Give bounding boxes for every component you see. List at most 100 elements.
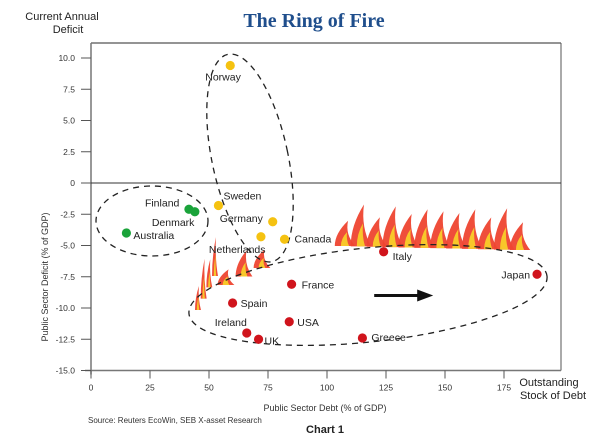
- axes: 10.0 7.5 5.0 2.5 0 -2.5 -5.0 -7.5 -10.0 -12.5 -15.…: [56, 42, 562, 393]
- y-tick-label: -2.5: [60, 209, 75, 219]
- flame-core: [340, 232, 350, 246]
- flame-core: [213, 254, 217, 276]
- flame: [430, 211, 451, 249]
- point-germany: [268, 217, 278, 227]
- point-label-uk: UK: [265, 335, 280, 347]
- x-corner-label-line2: Stock of Debt: [520, 390, 586, 402]
- flame-core: [202, 276, 205, 299]
- flame-core: [196, 296, 200, 310]
- flame: [217, 269, 235, 285]
- flame: [350, 204, 372, 247]
- point-japan: [532, 269, 542, 279]
- point-label-netherlands: Netherlands: [209, 244, 266, 256]
- y-tick-label: 7.5: [63, 84, 75, 94]
- y-tick-label: 10.0: [58, 53, 75, 63]
- point-uk: [253, 334, 264, 344]
- point-label-greece: Greece: [371, 332, 406, 344]
- y-tick-label: -5.0: [60, 241, 75, 251]
- y-corner-label-line1: Current Annual: [25, 11, 98, 23]
- flame: [195, 286, 201, 310]
- point-label-france: France: [302, 279, 335, 291]
- point-label-germany: Germany: [220, 213, 264, 225]
- arrow-head: [417, 289, 434, 302]
- x-tick-label: 25: [145, 383, 155, 393]
- x-axis-label: Public Sector Debt (% of GDP): [263, 403, 386, 413]
- y-tick-label: 0: [70, 178, 75, 188]
- y-tick-label: -7.5: [60, 272, 75, 282]
- point-norway: [225, 60, 235, 71]
- point-label-usa: USA: [297, 317, 319, 329]
- x-corner-label-line1: Outstanding: [519, 377, 578, 389]
- flame: [382, 206, 403, 248]
- flame: [212, 237, 218, 276]
- flame: [414, 209, 435, 248]
- flame-core: [258, 257, 266, 268]
- flame: [253, 249, 271, 268]
- flame: [477, 217, 499, 250]
- flame-core: [515, 234, 525, 250]
- flame-core: [452, 228, 461, 249]
- y-tick-label: -15.0: [56, 366, 76, 376]
- point-sweden: [213, 200, 224, 211]
- x-tick-label: 0: [89, 383, 94, 393]
- flame: [366, 217, 388, 247]
- flame: [398, 213, 419, 248]
- flame-core: [388, 224, 397, 248]
- y-tick-label: 5.0: [63, 116, 75, 126]
- point-label-japan: Japan: [501, 269, 530, 281]
- point-label-canada: Canada: [295, 233, 332, 245]
- chart-title: The Ring of Fire: [243, 10, 384, 32]
- x-tick-label: 150: [438, 383, 452, 393]
- point-label-ireland: Ireland: [215, 317, 247, 329]
- x-tick-label: 75: [263, 383, 273, 393]
- flame: [206, 259, 213, 288]
- point-australia: [121, 228, 131, 238]
- point-denmark: [190, 207, 200, 217]
- point-label-sweden: Sweden: [223, 191, 261, 203]
- x-tick-label: 175: [497, 383, 511, 393]
- flame-core: [420, 226, 429, 248]
- flame-core: [372, 230, 381, 247]
- x-tick-label: 100: [320, 383, 334, 393]
- flame: [446, 212, 467, 249]
- y-tick-label: -10.0: [56, 303, 76, 313]
- chart-caption: Chart 1: [306, 424, 344, 436]
- flame: [200, 258, 207, 299]
- source-note: Source: Reuters EcoWin, SEB X-asset Rese…: [88, 416, 262, 425]
- point-label-spain: Spain: [241, 298, 268, 310]
- flame-core: [356, 223, 365, 247]
- point-spain: [228, 298, 238, 308]
- point-label-denmark: Denmark: [152, 217, 195, 229]
- point-label-australia: Australia: [133, 230, 174, 242]
- green-group-ellipse: [95, 185, 209, 257]
- point-usa: [284, 317, 294, 327]
- point-canada: [279, 234, 290, 244]
- y-tick-label: -12.5: [56, 334, 76, 344]
- red-group-ellipse: [188, 243, 548, 347]
- point-greece: [357, 333, 367, 343]
- flame: [462, 209, 483, 249]
- flame-core: [500, 226, 509, 250]
- point-france: [287, 279, 297, 289]
- group-ellipses: [95, 53, 548, 347]
- x-tick-label: 125: [379, 383, 393, 393]
- flame-core: [404, 229, 413, 248]
- flame-core: [208, 271, 211, 288]
- y-axis-label: Public Sector Deficit (% of GDP): [40, 212, 50, 341]
- y-tick-label: 2.5: [63, 147, 75, 157]
- flame: [334, 220, 356, 246]
- point-italy: [379, 247, 389, 257]
- yellow-group-ellipse: [206, 53, 294, 263]
- flame-core: [484, 231, 493, 250]
- flame-core: [436, 227, 445, 249]
- point-ireland: [242, 328, 252, 338]
- flame-core: [468, 227, 477, 249]
- flame: [509, 222, 531, 250]
- y-corner-label-line2: Deficit: [53, 24, 84, 36]
- point-label-finland: Finland: [145, 197, 180, 209]
- flame-core: [240, 262, 248, 277]
- flame: [493, 208, 515, 250]
- point-label-norway: Norway: [205, 72, 241, 84]
